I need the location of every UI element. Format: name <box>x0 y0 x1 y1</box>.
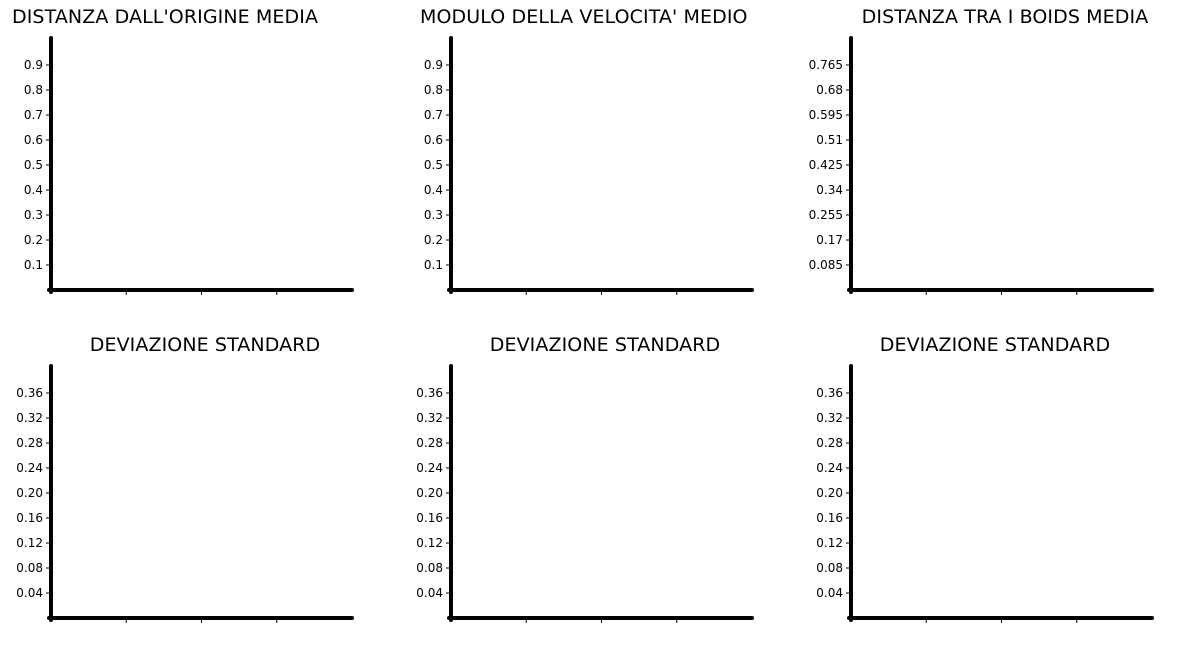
y-tick-label: 0.51 <box>816 133 843 147</box>
y-tick-label: 0.16 <box>416 511 443 525</box>
y-tick-label: 0.765 <box>809 58 843 72</box>
chart-deviazione-standard-1: 0.04 0.08 0.12 0.16 0.20 0.24 0.28 0.32 0.36 DEV… <box>0 328 390 648</box>
y-tick-label: 0.04 <box>416 586 443 600</box>
y-tick-label: 0.16 <box>816 511 843 525</box>
y-tick-label: 0.08 <box>416 561 443 575</box>
y-tick-label: 0.32 <box>16 411 43 425</box>
y-tick-label: 0.24 <box>416 461 443 475</box>
chart-deviazione-standard-3: 0.04 0.08 0.12 0.16 0.20 0.24 0.28 0.32 0.36 DEV… <box>800 328 1190 648</box>
y-tick-label: 0.32 <box>816 411 843 425</box>
y-tick-label: 0.7 <box>24 108 43 122</box>
chart-distanza-origine: 0.1 0.2 0.3 0.4 0.5 0.6 0.7 0.8 0.9 DISTANZA DAL… <box>0 0 390 320</box>
plot-area: 0.04 0.08 0.12 0.16 0.20 0.24 0.28 0.32 0.36 <box>16 364 354 623</box>
chart-deviazione-standard-2: 0.04 0.08 0.12 0.16 0.20 0.24 0.28 0.32 0.36 DEV… <box>400 328 790 648</box>
y-tick-label: 0.36 <box>816 386 843 400</box>
y-tick-label: 0.28 <box>16 436 43 450</box>
y-tick-label: 0.24 <box>16 461 43 475</box>
y-tick-label: 0.34 <box>816 183 843 197</box>
y-tick-label: 0.8 <box>24 83 43 97</box>
y-tick-label: 0.4 <box>24 183 43 197</box>
y-tick-label: 0.2 <box>24 233 43 247</box>
y-tick-label: 0.08 <box>16 561 43 575</box>
chart-title: DISTANZA DALL'ORIGINE MEDIA <box>12 6 319 28</box>
y-tick-label: 0.08 <box>816 561 843 575</box>
y-tick-label: 0.2 <box>424 233 443 247</box>
y-tick-label: 0.5 <box>24 158 43 172</box>
y-tick-label: 0.595 <box>809 108 843 122</box>
y-tick-label: 0.04 <box>16 586 43 600</box>
y-tick-label: 0.3 <box>424 208 443 222</box>
chart-title: MODULO DELLA VELOCITA' MEDIO <box>420 6 748 28</box>
chart-title: DISTANZA TRA I BOIDS MEDIA <box>861 6 1149 28</box>
y-tick-label: 0.1 <box>424 258 443 272</box>
plot-area: 0.085 0.17 0.255 0.34 0.425 0.51 0.595 0.68 0.76… <box>809 36 1154 295</box>
y-tick-label: 0.6 <box>24 133 43 147</box>
plot-area: 0.1 0.2 0.3 0.4 0.5 0.6 0.7 0.8 0.9 <box>424 36 754 295</box>
y-tick-label: 0.12 <box>816 536 843 550</box>
y-tick-label: 0.24 <box>816 461 843 475</box>
chart-modulo-velocita: 0.1 0.2 0.3 0.4 0.5 0.6 0.7 0.8 0.9 MODULO DELLA… <box>400 0 790 320</box>
chart-title: DEVIAZIONE STANDARD <box>89 334 321 356</box>
chart-title: DEVIAZIONE STANDARD <box>489 334 721 356</box>
y-tick-label: 0.20 <box>16 486 43 500</box>
y-tick-label: 0.04 <box>816 586 843 600</box>
y-tick-label: 0.8 <box>424 83 443 97</box>
y-tick-label: 0.7 <box>424 108 443 122</box>
y-tick-label: 0.9 <box>24 58 43 72</box>
y-tick-label: 0.20 <box>816 486 843 500</box>
y-tick-label: 0.3 <box>24 208 43 222</box>
chart-title: DEVIAZIONE STANDARD <box>879 334 1111 356</box>
y-tick-label: 0.255 <box>809 208 843 222</box>
plot-area: 0.1 0.2 0.3 0.4 0.5 0.6 0.7 0.8 0.9 <box>24 36 354 295</box>
y-tick-label: 0.6 <box>424 133 443 147</box>
y-tick-label: 0.28 <box>816 436 843 450</box>
y-tick-label: 0.12 <box>16 536 43 550</box>
y-tick-label: 0.12 <box>416 536 443 550</box>
y-tick-label: 0.16 <box>16 511 43 525</box>
y-tick-label: 0.36 <box>16 386 43 400</box>
plot-area: 0.04 0.08 0.12 0.16 0.20 0.24 0.28 0.32 0.36 <box>416 364 754 623</box>
y-tick-label: 0.4 <box>424 183 443 197</box>
y-tick-label: 0.425 <box>809 158 843 172</box>
y-tick-label: 0.32 <box>416 411 443 425</box>
y-tick-label: 0.085 <box>809 258 843 272</box>
y-tick-label: 0.5 <box>424 158 443 172</box>
y-tick-label: 0.28 <box>416 436 443 450</box>
y-tick-label: 0.1 <box>24 258 43 272</box>
plot-area: 0.04 0.08 0.12 0.16 0.20 0.24 0.28 0.32 0.36 <box>816 364 1154 623</box>
y-tick-label: 0.9 <box>424 58 443 72</box>
y-tick-label: 0.20 <box>416 486 443 500</box>
y-tick-label: 0.36 <box>416 386 443 400</box>
chart-distanza-boids: 0.085 0.17 0.255 0.34 0.425 0.51 0.595 0.68 0.76… <box>800 0 1190 320</box>
y-tick-label: 0.17 <box>816 233 843 247</box>
y-tick-label: 0.68 <box>816 83 843 97</box>
